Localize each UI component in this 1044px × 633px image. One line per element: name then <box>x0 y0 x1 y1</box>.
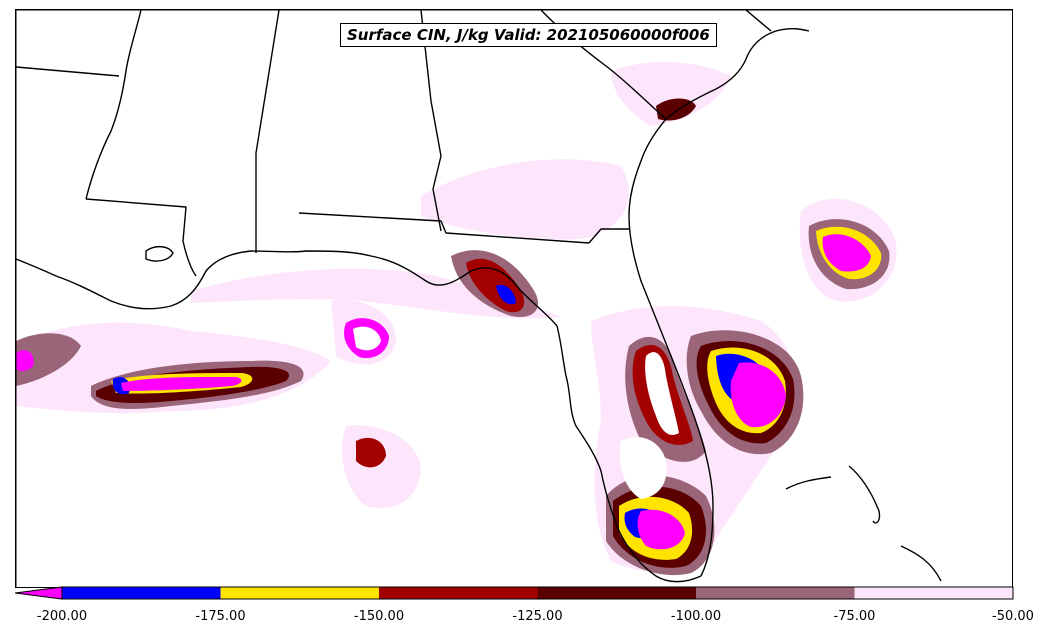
cin-region-gulf-north-light <box>191 268 561 319</box>
colorbar-bin-2 <box>379 587 538 599</box>
colorbar-tick-label: -100.00 <box>670 609 722 624</box>
colorbar-bin-4 <box>696 587 855 599</box>
la-ms-boundary <box>85 198 197 277</box>
map-panel: Surface CIN, J/kg Valid: 202105060000f00… <box>15 9 1013 588</box>
bahamas-island-2 <box>848 465 881 524</box>
colorbar-extend-min <box>15 586 63 600</box>
al-fl-boundary <box>298 212 590 244</box>
cin-region-gulf-south-light <box>342 425 421 508</box>
ar-la-boundary <box>16 66 120 77</box>
cin-region-inland-clear <box>619 437 667 499</box>
colorbar-bin-0 <box>62 587 221 599</box>
map-canvas <box>16 10 1012 587</box>
colorbar-tick-label: -75.00 <box>833 609 876 624</box>
bahamas-island-3 <box>900 545 942 582</box>
bahamas-island-1 <box>785 476 832 490</box>
colorbar-frame <box>61 586 1014 600</box>
florida-east-coastline <box>628 118 714 577</box>
al-ga-boundary <box>420 10 442 232</box>
colorbar-tick-label: -175.00 <box>195 609 246 624</box>
sc-nc-boundary <box>745 10 772 32</box>
colorbar-bin-1 <box>220 587 379 599</box>
cin-region-west-edge-magenta <box>16 350 34 372</box>
florida-west-coastline <box>556 325 702 583</box>
colorbar-bins <box>62 587 1013 599</box>
cin-region-bigbend-blue <box>496 284 516 305</box>
cin-region-carolina-light <box>611 61 731 127</box>
colorbar-tick-label: -125.00 <box>512 609 563 624</box>
colorbar <box>15 586 1014 600</box>
colorbar-tick-label: -200.00 <box>36 609 88 624</box>
cin-region-gulf-center-red <box>356 437 386 468</box>
cin-region-gulf-band-magenta <box>121 376 242 391</box>
cin-region-gulf-center-clear <box>353 326 381 351</box>
ga-fl-boundary <box>588 228 629 244</box>
gulf-coastline <box>16 250 558 327</box>
lower-mississippi-boundary <box>85 10 142 200</box>
cin-region-peninsula-magenta <box>730 362 786 428</box>
cin-region-atlantic-magenta <box>822 234 871 272</box>
cin-region-gulf-west-mauve <box>16 333 81 386</box>
cin-region-georgia-light <box>421 159 629 240</box>
lake-pontchartrain <box>145 246 174 262</box>
colorbar-tick-label: -50.00 <box>992 609 1034 624</box>
colorbar-bin-5 <box>854 587 1013 599</box>
cin-region-peninsula-clear <box>645 352 679 436</box>
cin-region-south-florida-magenta <box>637 509 685 550</box>
cin-field-layer <box>16 61 897 576</box>
colorbar-tick-label: -150.00 <box>353 609 405 624</box>
ms-al-boundary <box>255 10 280 253</box>
coastline-layer <box>16 10 942 583</box>
atlantic-coastline <box>665 28 810 120</box>
colorbar-bin-3 <box>537 587 696 599</box>
map-title: Surface CIN, J/kg Valid: 202105060000f00… <box>340 23 717 47</box>
